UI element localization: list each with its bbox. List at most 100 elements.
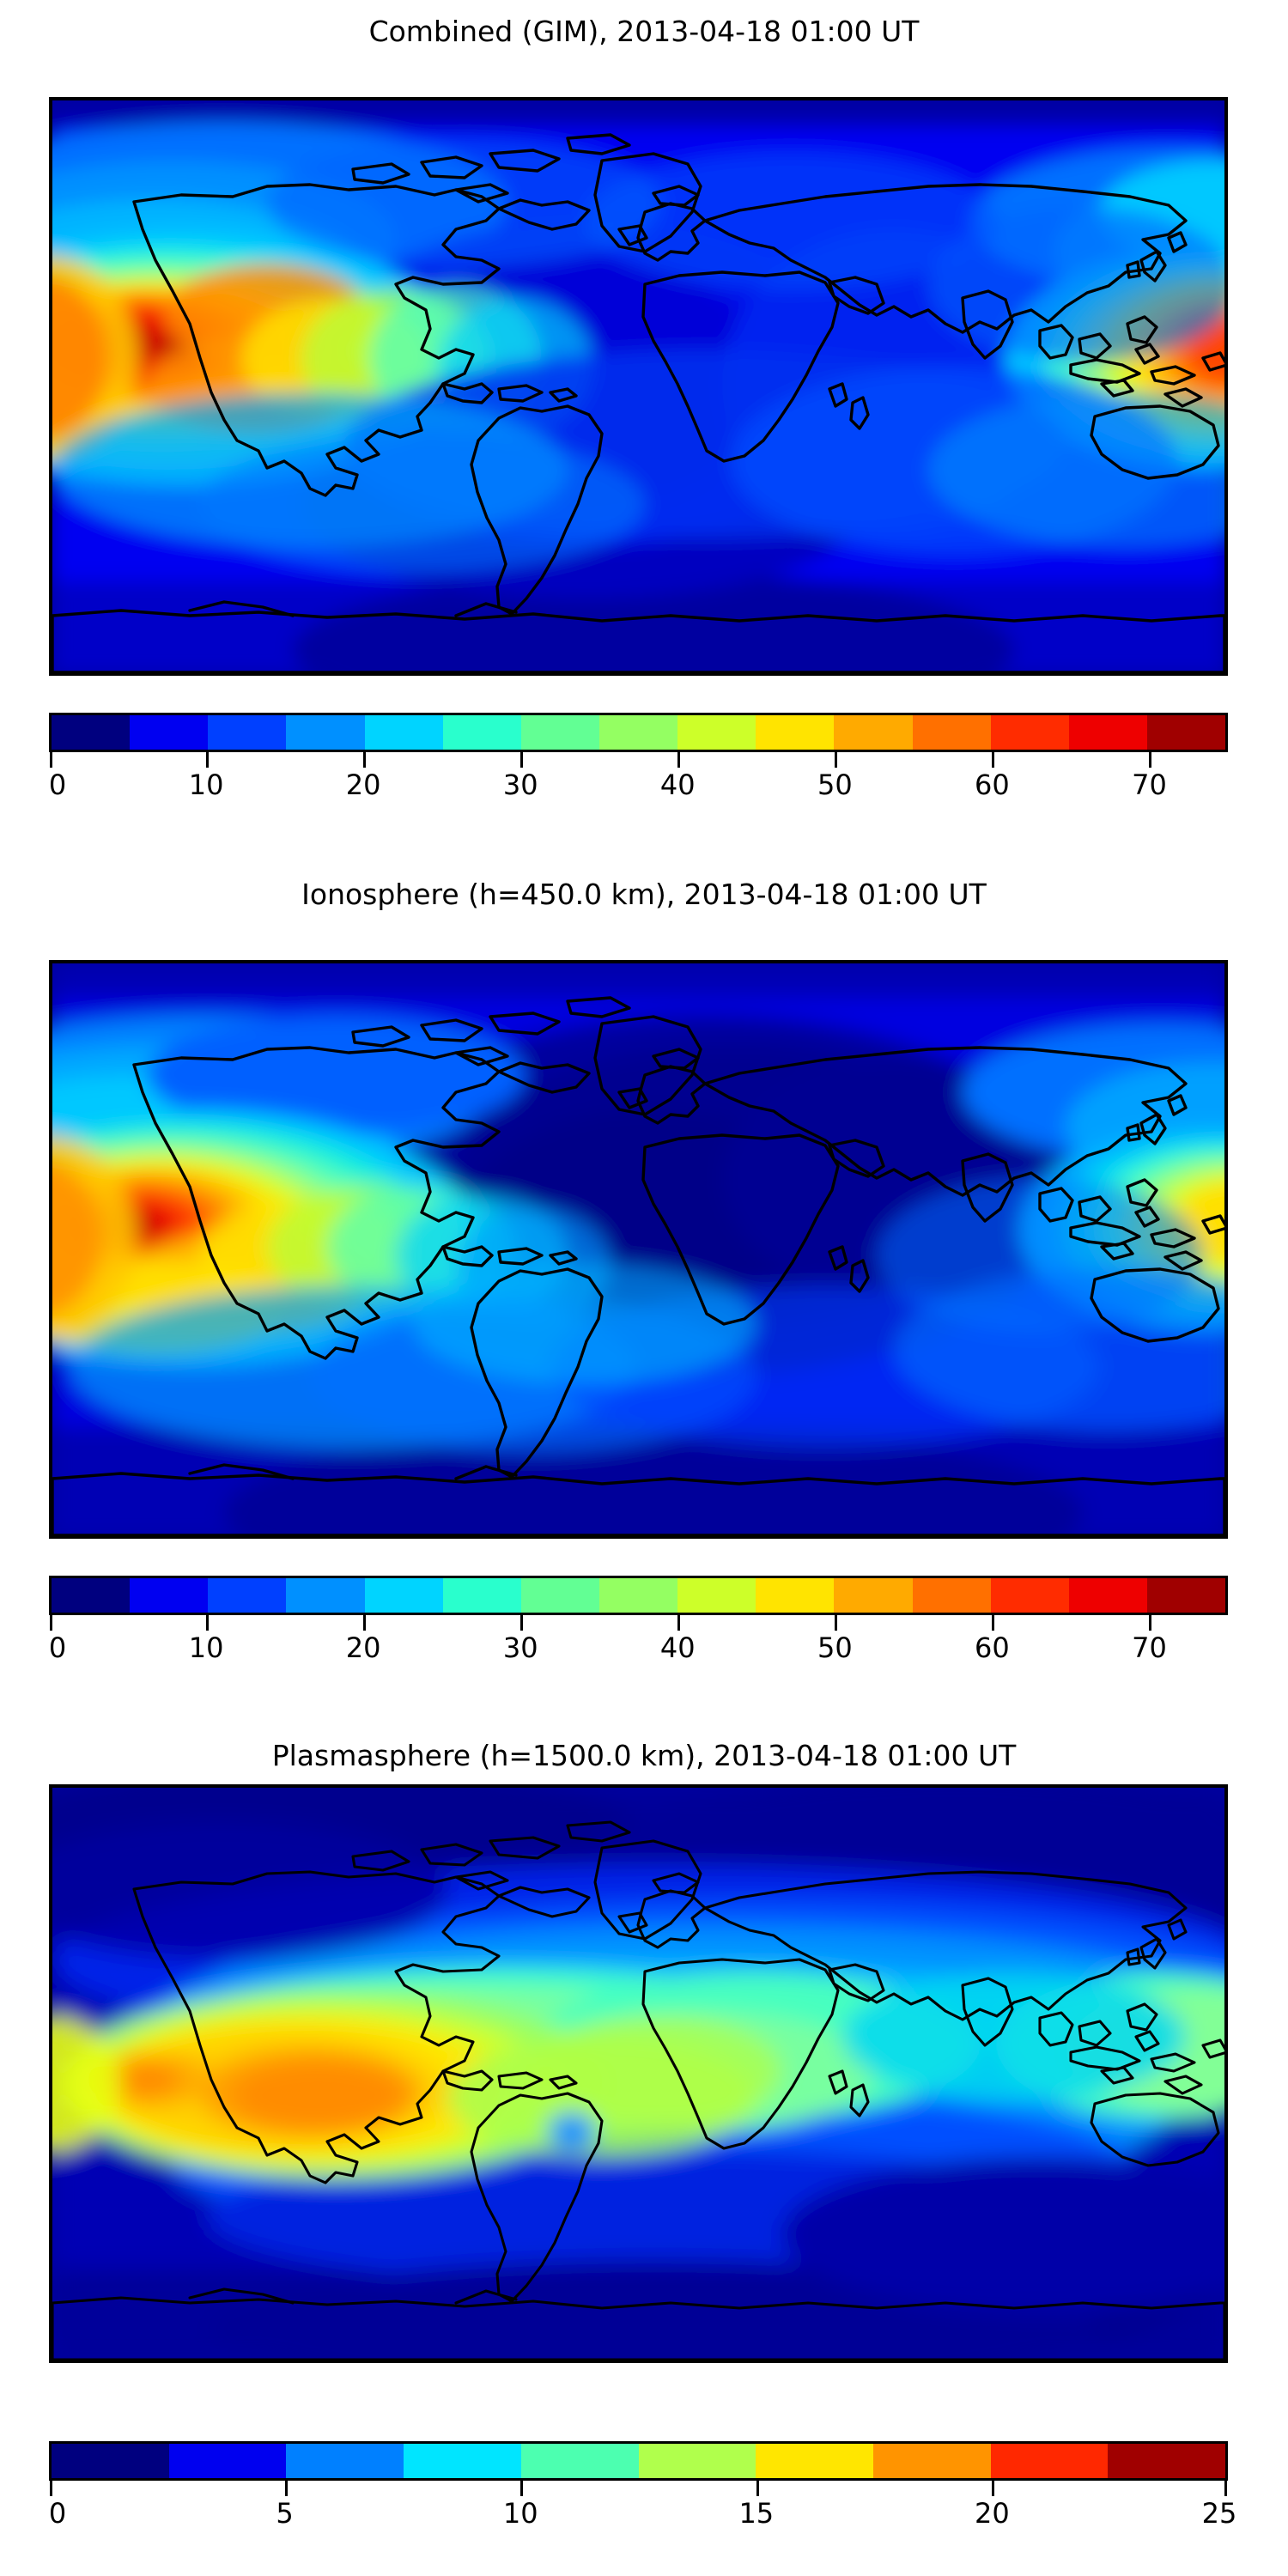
colorbar-segment-11 <box>912 715 991 750</box>
map-combined-gim <box>49 97 1228 676</box>
colorbar-segment-2 <box>208 715 287 750</box>
colorbar-tick-1 <box>206 752 210 768</box>
colorbar-tick-label-3: 30 <box>502 1631 538 1664</box>
colorbar-segment-11 <box>912 1578 991 1613</box>
colorbar-segment-14 <box>1146 715 1226 750</box>
map-svg-combined-gim <box>52 100 1224 672</box>
colorbar-segment-7 <box>598 715 678 750</box>
colorbar-tick-label-4: 20 <box>975 2497 1010 2530</box>
colorbar-tick-3 <box>520 1615 524 1631</box>
colorbar-segment-0 <box>52 2444 169 2478</box>
colorbar-segment-7 <box>872 2444 991 2478</box>
colorbar-segment-6 <box>756 2444 873 2478</box>
colorbar-tick-4 <box>677 1615 681 1631</box>
colorbar-tick-label-7: 70 <box>1132 769 1167 801</box>
colorbar-tick-label-0: 0 <box>48 2497 67 2530</box>
colorbar-tick-label-1: 5 <box>276 2497 294 2530</box>
colorbar-tick-2 <box>363 1615 367 1631</box>
colorbar-segment-4 <box>364 715 443 750</box>
colorbar-segment-10 <box>834 1578 913 1613</box>
panel-title-ionosphere: Ionosphere (h=450.0 km), 2013-04-18 01:0… <box>301 878 987 911</box>
colorbar-tick-1 <box>206 1615 210 1631</box>
colorbar-tick-label-1: 10 <box>188 1631 224 1664</box>
colorbar-tick-3 <box>520 752 524 768</box>
colorbar-labels-3: 0 5 10 15 20 25 <box>48 2496 1237 2534</box>
colorbar-tick-6 <box>992 752 995 768</box>
colorbar-tick-label-2: 20 <box>345 1631 381 1664</box>
map-svg-ionosphere <box>52 963 1224 1535</box>
colorbar-combined-gim: 0 10 20 30 40 50 60 70 <box>49 713 1228 805</box>
colorbar-tick-7 <box>1149 752 1152 768</box>
colorbar-tick-5 <box>835 752 838 768</box>
panel-ionosphere: Ionosphere (h=450.0 km), 2013-04-18 01:0… <box>0 863 1288 1722</box>
colorbar-segment-12 <box>990 715 1069 750</box>
colorbar-segment-13 <box>1068 1578 1147 1613</box>
colorbar-tick-label-4: 40 <box>659 769 696 801</box>
colorbar-gradient-3 <box>49 2441 1228 2481</box>
colorbar-tick-label-2: 20 <box>345 769 381 801</box>
colorbar-segment-0 <box>52 1578 131 1613</box>
colorbar-tick-label-2: 10 <box>502 2497 538 2530</box>
colorbar-ticks-1 <box>49 752 1228 768</box>
colorbar-segment-1 <box>168 2444 287 2478</box>
colorbar-segment-4 <box>520 2444 639 2478</box>
colorbar-segment-5 <box>442 1578 521 1613</box>
colorbar-tick-label-6: 60 <box>975 769 1010 801</box>
colorbar-tick-2 <box>363 752 367 768</box>
colorbar-segment-6 <box>520 715 599 750</box>
colorbar-tick-label-0: 0 <box>48 769 67 801</box>
colorbar-gradient-1 <box>49 713 1228 752</box>
colorbar-tick-3 <box>756 2481 759 2496</box>
map-svg-plasmasphere <box>52 1788 1224 2360</box>
colorbar-segment-8 <box>677 715 756 750</box>
colorbar-segment-0 <box>52 715 131 750</box>
colorbar-tick-7 <box>1149 1615 1152 1631</box>
colorbar-labels-1: 0 10 20 30 40 50 60 70 <box>49 768 1228 805</box>
colorbar-tick-1 <box>284 2481 288 2496</box>
colorbar-segment-7 <box>598 1578 678 1613</box>
colorbar-tick-label-6: 60 <box>975 1631 1010 1664</box>
panel-plasmasphere: Plasmasphere (h=1500.0 km), 2013-04-18 0… <box>0 1724 1288 2576</box>
colorbar-tick-label-0: 0 <box>48 1631 67 1664</box>
colorbar-segment-3 <box>286 715 365 750</box>
colorbar-segment-1 <box>130 1578 209 1613</box>
map-plasmasphere <box>49 1784 1228 2363</box>
colorbar-segment-3 <box>404 2444 521 2478</box>
colorbar-segment-8 <box>990 2444 1109 2478</box>
colorbar-ionosphere: 0 10 20 30 40 50 60 70 <box>49 1576 1228 1668</box>
colorbar-segment-3 <box>286 1578 365 1613</box>
colorbar-segment-4 <box>364 1578 443 1613</box>
colorbar-segment-9 <box>756 1578 835 1613</box>
colorbar-segment-5 <box>638 2444 756 2478</box>
colorbar-segment-5 <box>442 715 521 750</box>
colorbar-segment-6 <box>520 1578 599 1613</box>
colorbar-plasmasphere: 0 5 10 15 20 25 <box>48 2441 1237 2534</box>
colorbar-tick-4 <box>992 2481 995 2496</box>
colorbar-tick-label-4: 40 <box>659 1631 696 1664</box>
colorbar-tick-0 <box>50 2481 52 2496</box>
colorbar-tick-0 <box>50 1615 52 1631</box>
colorbar-tick-5 <box>1224 2481 1227 2496</box>
colorbar-tick-label-1: 10 <box>188 769 224 801</box>
colorbar-tick-label-7: 70 <box>1132 1631 1167 1664</box>
colorbar-segment-2 <box>286 2444 404 2478</box>
colorbar-segment-14 <box>1146 1578 1226 1613</box>
colorbar-tick-4 <box>677 752 681 768</box>
colorbar-segment-10 <box>834 715 913 750</box>
panel-title-combined-gim: Combined (GIM), 2013-04-18 01:00 UT <box>368 15 920 48</box>
colorbar-segment-13 <box>1068 715 1147 750</box>
panel-title-plasmasphere: Plasmasphere (h=1500.0 km), 2013-04-18 0… <box>271 1739 1017 1772</box>
colorbar-tick-6 <box>992 1615 995 1631</box>
colorbar-tick-5 <box>835 1615 838 1631</box>
colorbar-labels-2: 0 10 20 30 40 50 60 70 <box>49 1631 1228 1668</box>
colorbar-tick-label-3: 15 <box>738 2497 775 2530</box>
colorbar-segment-1 <box>130 715 209 750</box>
colorbar-tick-label-3: 30 <box>502 769 538 801</box>
panel-combined-gim: Combined (GIM), 2013-04-18 01:00 UT <box>0 0 1288 859</box>
map-ionosphere <box>49 960 1228 1539</box>
colorbar-segment-2 <box>208 1578 287 1613</box>
colorbar-segment-9 <box>756 715 835 750</box>
colorbar-segment-9 <box>1108 2444 1226 2478</box>
colorbar-tick-label-5: 50 <box>817 769 853 801</box>
colorbar-ticks-2 <box>49 1615 1228 1631</box>
